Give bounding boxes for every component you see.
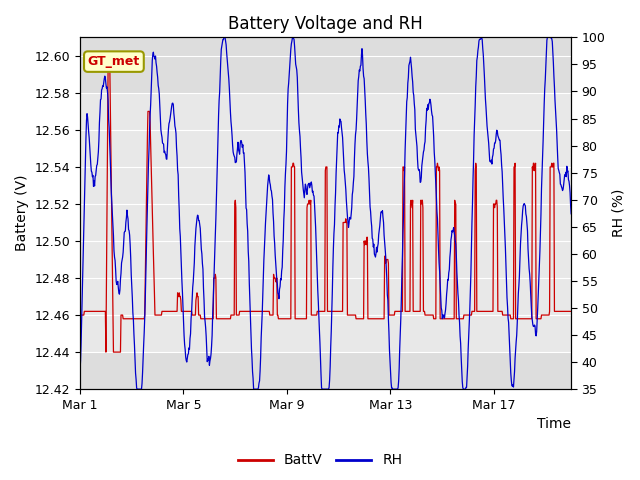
Text: GT_met: GT_met xyxy=(88,55,140,68)
Y-axis label: Battery (V): Battery (V) xyxy=(15,175,29,252)
Legend: BattV, RH: BattV, RH xyxy=(232,448,408,473)
Y-axis label: RH (%): RH (%) xyxy=(611,189,625,238)
Bar xyxy=(80,93,571,352)
X-axis label: Time: Time xyxy=(537,418,571,432)
Title: Battery Voltage and RH: Battery Voltage and RH xyxy=(228,15,423,33)
